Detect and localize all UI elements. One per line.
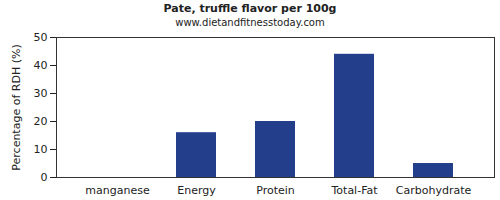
svg-text:Energy: Energy bbox=[177, 184, 216, 197]
svg-text:Protein: Protein bbox=[256, 184, 295, 197]
html-text:www.dietandfitnesstoday.com: www.dietandfitnesstoday.com bbox=[175, 17, 325, 28]
svg-text:10: 10 bbox=[34, 143, 48, 156]
svg-text:30: 30 bbox=[34, 87, 48, 100]
svg-text:0: 0 bbox=[41, 171, 48, 184]
svg-text:20: 20 bbox=[34, 115, 48, 128]
svg-text:40: 40 bbox=[34, 59, 48, 72]
svg-text:Percentage of RDH (%): Percentage of RDH (%) bbox=[10, 44, 23, 170]
svg-text:50: 50 bbox=[34, 31, 48, 44]
html-text:Pate, truffle flavor per 100g: Pate, truffle flavor per 100g bbox=[163, 2, 337, 15]
svg-text:Total-Fat: Total-Fat bbox=[330, 184, 378, 197]
svg-text:manganese: manganese bbox=[85, 184, 150, 197]
svg-text:Carbohydrate: Carbohydrate bbox=[396, 184, 472, 197]
